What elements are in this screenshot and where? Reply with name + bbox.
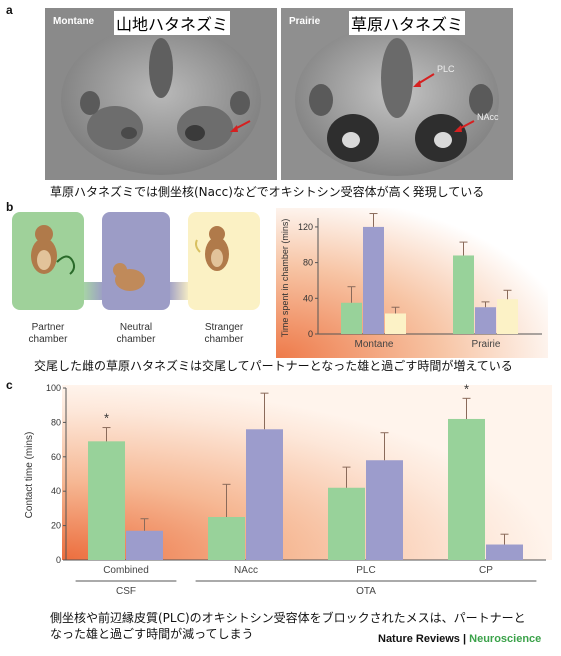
bar — [385, 313, 406, 334]
y-tick-label: 100 — [46, 383, 61, 393]
montane-label: Montane — [53, 16, 95, 27]
chart-b-ylabel: Time spent in chamber (mins) — [280, 219, 290, 338]
journal-separator: | — [463, 633, 467, 645]
x-tick-label: NAcc — [234, 565, 258, 576]
bar — [208, 517, 245, 560]
x-tick-label: Montane — [355, 339, 394, 350]
bar — [453, 255, 474, 334]
partner-chamber-line2: chamber — [29, 334, 69, 345]
montane-brain-image — [45, 8, 277, 180]
panel-a-caption: 草原ハタネズミでは側坐核(Nacc)などでオキシトシン受容体が高く発現している — [50, 185, 485, 199]
bar — [363, 226, 384, 334]
contact-time-chart: Contact time (mins) 0 20 40 60 80 100 Combined… — [24, 381, 552, 597]
chamber-diagram: Partner chamber Neutral chamber Stranger… — [12, 212, 260, 345]
bar — [341, 302, 362, 334]
nacc-region-label: NAcc — [477, 112, 499, 122]
y-tick-label: 40 — [303, 293, 313, 303]
y-tick-label: 80 — [51, 417, 61, 427]
group-label: OTA — [356, 586, 376, 597]
x-tick-label: PLC — [356, 565, 375, 576]
y-tick-label: 40 — [51, 486, 61, 496]
prairie-jp-label: 草原ハタネズミ — [349, 11, 466, 35]
neutral-chamber-line1: Neutral — [120, 322, 152, 333]
bar — [497, 299, 518, 334]
panel-c-letter: c — [6, 378, 13, 392]
y-tick-label: 20 — [51, 521, 61, 531]
x-tick-label: Combined — [103, 565, 149, 576]
neutral-chamber-line2: chamber — [117, 334, 157, 345]
bar — [448, 418, 485, 560]
y-tick-label: 120 — [298, 222, 313, 232]
neutral-chamber — [102, 212, 170, 310]
partner-vole-icon — [31, 225, 76, 275]
chart-c-ylabel: Contact time (mins) — [24, 432, 35, 519]
x-tick-label: Prairie — [472, 339, 501, 350]
y-tick-label: 0 — [56, 555, 61, 565]
panel-b-caption: 交尾した雌の草原ハタネズミは交尾してパートナーとなった雄と過ごす時間が増えている — [34, 359, 513, 373]
journal-section: Neuroscience — [469, 633, 542, 645]
chart-b-background — [276, 208, 548, 358]
montane-brain-drawing — [45, 8, 277, 180]
stranger-chamber-line2: chamber — [205, 334, 245, 345]
prairie-brain-drawing — [281, 8, 513, 180]
stranger-vole-icon — [195, 226, 229, 271]
panel-a-letter: a — [6, 3, 13, 17]
neutral-vole-icon — [113, 263, 145, 291]
prairie-brain-image — [281, 8, 513, 180]
x-tick-label: CP — [479, 565, 493, 576]
bar — [88, 441, 125, 560]
bar — [486, 544, 523, 560]
chamber-time-chart: Time spent in chamber (mins) 0 40 80 120 Mon… — [276, 208, 548, 358]
bar — [475, 307, 496, 334]
chamber-link-right — [168, 282, 190, 300]
y-tick-label: 0 — [308, 329, 313, 339]
bar — [366, 460, 403, 560]
journal-footer: Nature Reviews | Neuroscience — [378, 633, 541, 645]
bar — [246, 429, 283, 560]
prairie-label: Prairie — [289, 16, 321, 27]
plc-region-label: PLC — [437, 64, 455, 74]
montane-jp-label: 山地ハタネズミ — [114, 11, 231, 35]
significance-marker: * — [104, 411, 109, 426]
panel-b-letter: b — [6, 200, 14, 214]
journal-name: Nature Reviews — [378, 633, 460, 645]
y-tick-label: 60 — [51, 452, 61, 462]
panel-c-caption-line2: なった雄と過ごす時間が減ってしまう — [50, 627, 254, 641]
y-tick-label: 80 — [303, 258, 313, 268]
panel-c-caption-line1: 側坐核や前辺縁皮質(PLC)のオキシトシン受容体をブロックされたメスは、パートナ… — [50, 611, 526, 625]
chamber-link-left — [82, 282, 104, 300]
partner-chamber-line1: Partner — [32, 322, 65, 333]
significance-marker: * — [464, 381, 469, 396]
bar — [328, 487, 365, 560]
group-label: CSF — [116, 586, 136, 597]
bar — [126, 530, 163, 560]
stranger-chamber-line1: Stranger — [205, 322, 244, 333]
